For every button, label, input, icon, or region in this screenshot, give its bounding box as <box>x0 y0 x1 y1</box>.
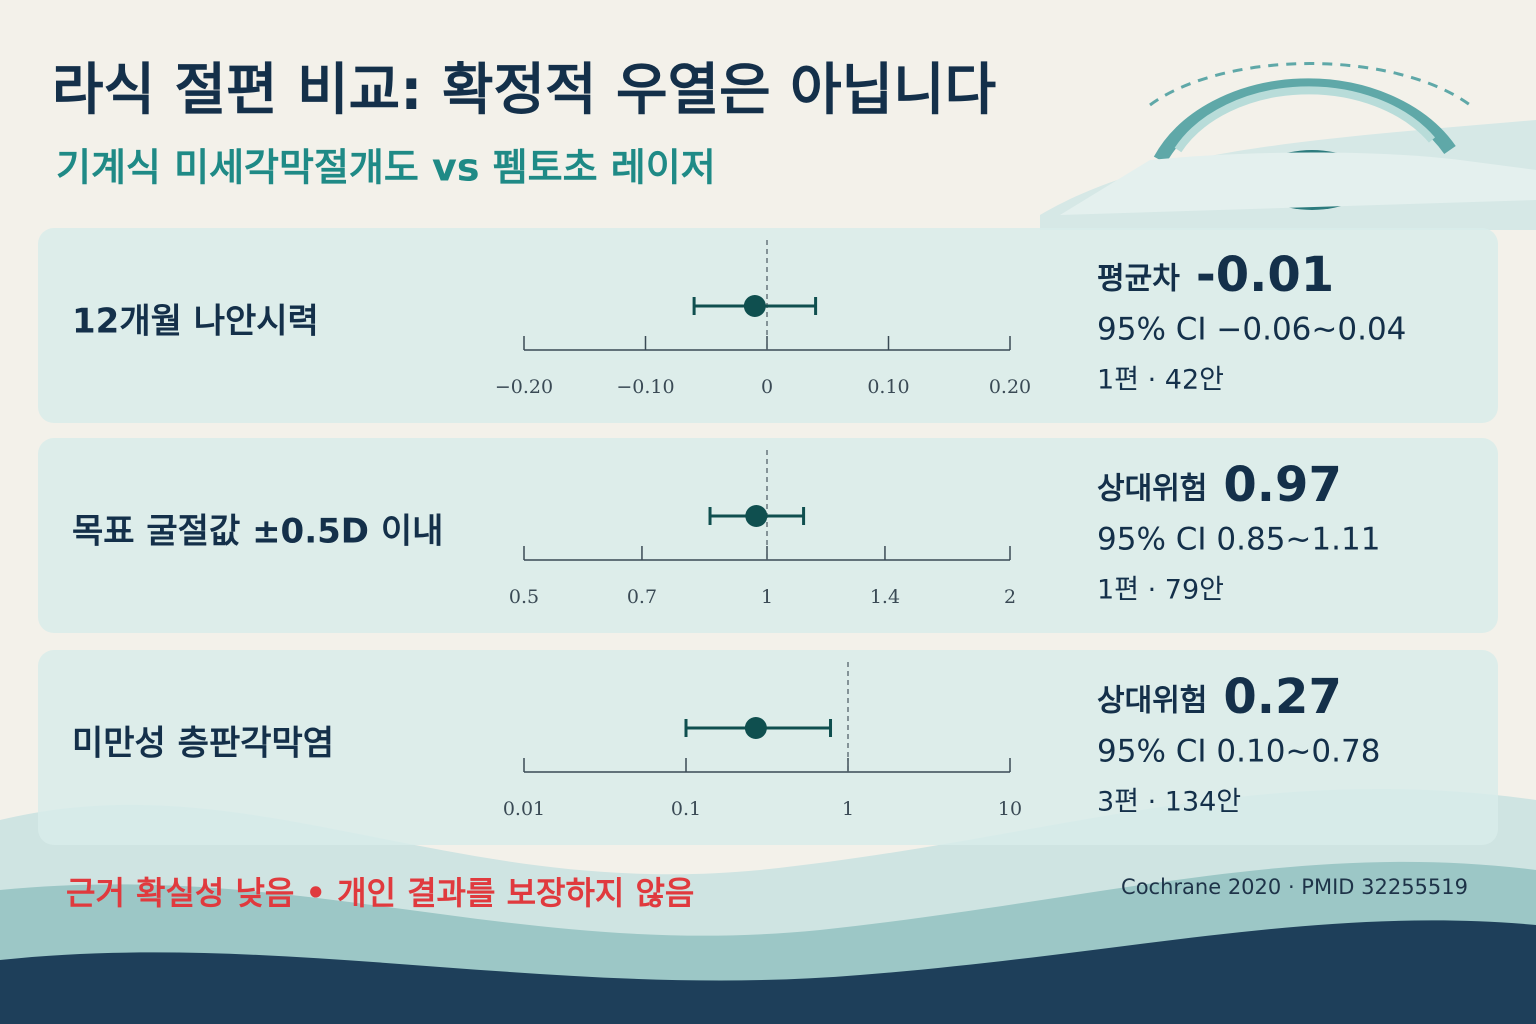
x-tick-label: 0.1 <box>671 798 701 820</box>
row-label: 목표 굴절값 ±0.5D 이내 <box>72 512 443 552</box>
ci-text: 95% CI −0.06~0.04 <box>1097 312 1406 348</box>
stat-label: 평균차 <box>1097 262 1180 297</box>
subtitle: 기계식 미세각막절개도 vs 펨토초 레이저 <box>56 146 716 190</box>
x-tick-label: −0.20 <box>495 376 553 398</box>
title: 라식 절편 비교: 확정적 우열은 아닙니다 <box>52 58 996 123</box>
stat-value: 0.97 <box>1223 457 1341 513</box>
stat-value: 0.27 <box>1223 669 1341 725</box>
card <box>38 650 1498 845</box>
x-tick-label: 0.7 <box>627 586 657 608</box>
ci-text: 95% CI 0.10~0.78 <box>1097 734 1380 770</box>
estimate-point <box>744 717 767 739</box>
x-tick-label: 0.01 <box>503 798 545 820</box>
footer-warning: 근거 확실성 낮음 • 개인 결과를 보장하지 않음 <box>66 874 694 912</box>
x-tick-label: 0.10 <box>867 376 909 398</box>
card <box>38 228 1498 423</box>
row-label: 12개월 나안시력 <box>72 302 319 342</box>
x-tick-label: −0.10 <box>616 376 674 398</box>
x-tick-label: 1 <box>842 798 854 820</box>
studies: 1편 · 42안 <box>1097 365 1224 396</box>
studies: 3편 · 134안 <box>1097 787 1241 818</box>
x-tick-label: 1.4 <box>870 586 900 608</box>
x-tick-label: 10 <box>998 798 1022 820</box>
x-tick-label: 2 <box>1004 586 1016 608</box>
x-tick-label: 0.20 <box>989 376 1031 398</box>
estimate-point <box>743 295 766 317</box>
card <box>38 438 1498 633</box>
x-tick-label: 0 <box>761 376 773 398</box>
x-tick-label: 0.5 <box>509 586 539 608</box>
stat-value: -0.01 <box>1196 247 1334 303</box>
estimate-point <box>745 505 768 527</box>
decoration <box>0 62 1536 1024</box>
stat-label: 상대위험 <box>1097 684 1207 719</box>
source: Cochrane 2020 · PMID 32255519 <box>1121 875 1468 899</box>
stat-label: 상대위험 <box>1097 472 1207 507</box>
ci-text: 95% CI 0.85~1.11 <box>1097 522 1380 558</box>
row-label: 미만성 층판각막염 <box>72 724 334 764</box>
x-tick-label: 1 <box>761 586 773 608</box>
studies: 1편 · 79안 <box>1097 575 1224 606</box>
